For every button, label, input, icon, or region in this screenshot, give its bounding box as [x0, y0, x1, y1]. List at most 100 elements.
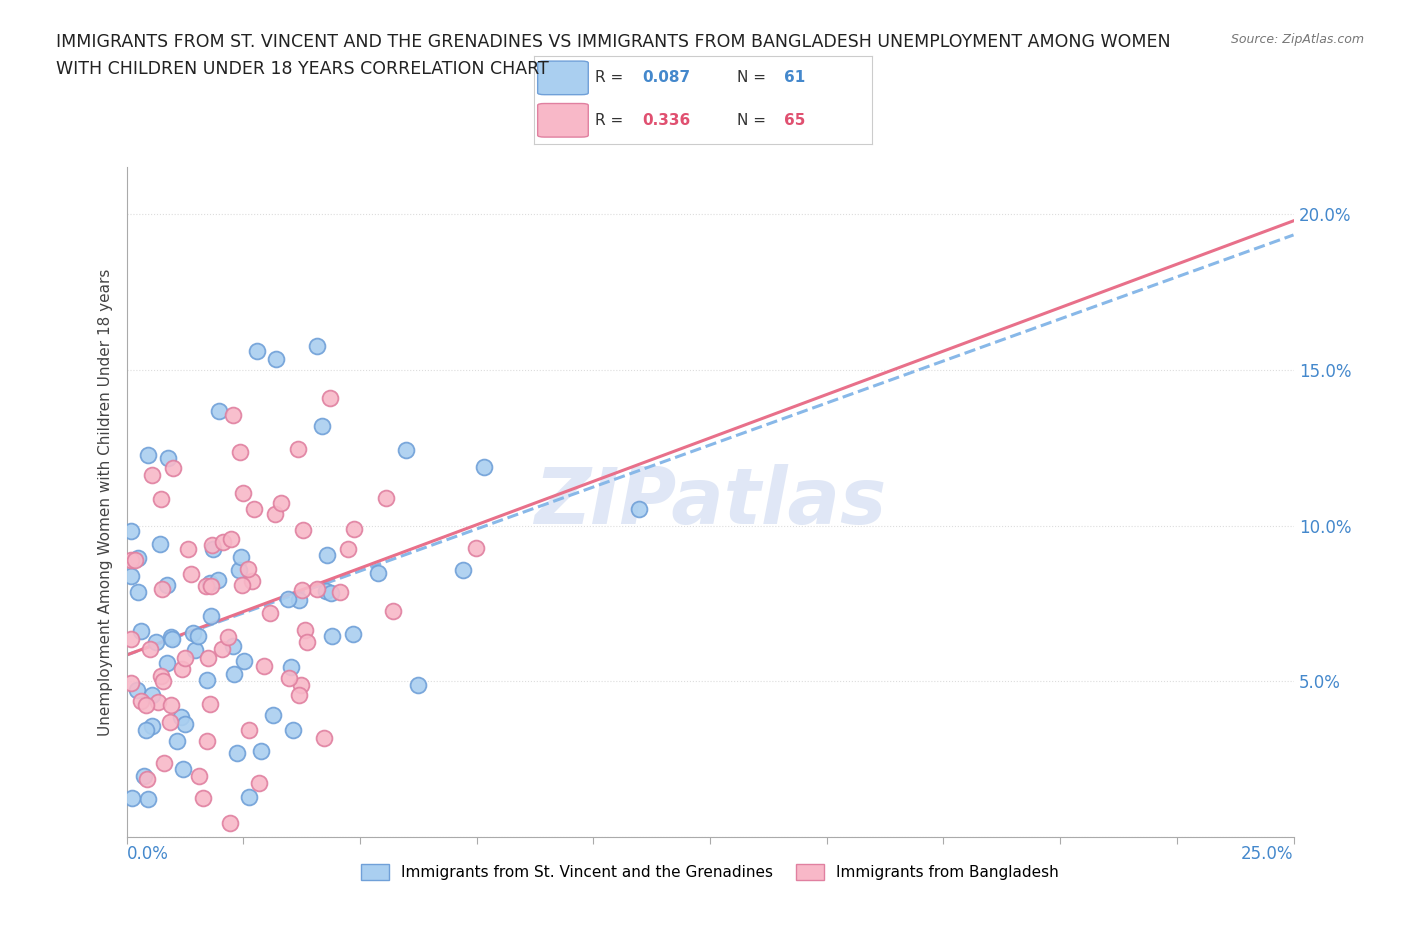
Point	[191, 790, 214, 805]
Point	[183, 643, 205, 658]
Point	[180, 567, 202, 582]
Point	[226, 746, 249, 761]
Point	[395, 443, 418, 458]
Point	[305, 581, 328, 596]
Point	[181, 626, 204, 641]
Point	[464, 540, 486, 555]
Point	[291, 522, 314, 537]
Point	[228, 563, 250, 578]
Point	[343, 521, 366, 536]
Point	[120, 675, 142, 690]
Point	[124, 553, 146, 568]
Point	[195, 734, 218, 749]
Point	[263, 507, 285, 522]
Point	[150, 492, 173, 507]
Point	[200, 608, 222, 623]
Point	[173, 717, 195, 732]
Point	[187, 629, 209, 644]
Text: 65: 65	[785, 113, 806, 127]
Point	[198, 697, 221, 711]
Point	[217, 630, 239, 644]
Point	[174, 650, 197, 665]
Text: N =: N =	[737, 113, 770, 127]
Point	[127, 584, 149, 599]
Point	[200, 576, 222, 591]
Point	[200, 578, 222, 593]
Point	[406, 678, 429, 693]
FancyBboxPatch shape	[537, 103, 588, 137]
Point	[141, 468, 163, 483]
Text: Source: ZipAtlas.com: Source: ZipAtlas.com	[1230, 33, 1364, 46]
Text: 0.087: 0.087	[643, 71, 690, 86]
Point	[152, 755, 174, 770]
Point	[159, 714, 181, 729]
Point	[136, 791, 159, 806]
Point	[321, 629, 343, 644]
Point	[141, 687, 163, 702]
Point	[127, 551, 149, 565]
Point	[337, 542, 360, 557]
Point	[374, 491, 396, 506]
Point	[172, 762, 194, 777]
Text: ZIPatlas: ZIPatlas	[534, 464, 886, 540]
Point	[120, 552, 142, 567]
Point	[283, 723, 305, 737]
Point	[166, 734, 188, 749]
Point	[145, 634, 167, 649]
Point	[232, 654, 254, 669]
Point	[138, 642, 160, 657]
Point	[246, 343, 269, 358]
Point	[312, 731, 335, 746]
Point	[280, 659, 302, 674]
Point	[121, 791, 143, 806]
Point	[197, 651, 219, 666]
Point	[219, 531, 242, 546]
Point	[342, 626, 364, 641]
Point	[287, 442, 309, 457]
Text: N =: N =	[737, 71, 770, 86]
Point	[136, 772, 159, 787]
Point	[129, 624, 152, 639]
Point	[291, 583, 314, 598]
Point	[238, 723, 260, 737]
Point	[277, 671, 299, 686]
Point	[287, 592, 309, 607]
Point	[211, 642, 233, 657]
Point	[152, 674, 174, 689]
Point	[208, 404, 231, 418]
Point	[129, 694, 152, 709]
Point	[628, 501, 651, 516]
Text: R =: R =	[595, 71, 628, 86]
Text: R =: R =	[595, 113, 628, 127]
FancyBboxPatch shape	[537, 61, 588, 95]
Point	[253, 658, 276, 673]
Point	[177, 541, 200, 556]
Point	[201, 542, 224, 557]
Point	[157, 451, 180, 466]
Point	[240, 574, 263, 589]
Y-axis label: Unemployment Among Women with Children Under 18 years: Unemployment Among Women with Children U…	[98, 269, 114, 736]
Point	[120, 524, 142, 538]
Text: 0.336: 0.336	[643, 113, 690, 127]
Point	[120, 631, 142, 646]
Point	[288, 688, 311, 703]
Point	[141, 719, 163, 734]
Text: IMMIGRANTS FROM ST. VINCENT AND THE GRENADINES VS IMMIGRANTS FROM BANGLADESH UNE: IMMIGRANTS FROM ST. VINCENT AND THE GREN…	[56, 33, 1171, 50]
Point	[236, 562, 259, 577]
Point	[453, 563, 475, 578]
Point	[311, 418, 333, 433]
Point	[319, 391, 342, 405]
Point	[262, 708, 284, 723]
Point	[294, 623, 316, 638]
Point	[231, 578, 253, 592]
Point	[247, 776, 270, 790]
Point	[472, 459, 495, 474]
Point	[295, 635, 318, 650]
Point	[219, 816, 242, 830]
Point	[307, 339, 329, 353]
Point	[148, 695, 170, 710]
Point	[172, 661, 194, 676]
Point	[162, 631, 184, 646]
Point	[156, 578, 179, 592]
Point	[381, 604, 404, 618]
